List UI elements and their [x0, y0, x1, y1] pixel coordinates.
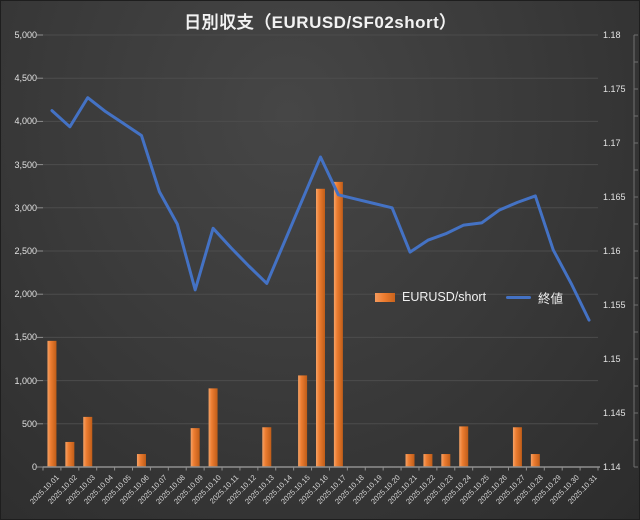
left-axis-tick-label: 5,000 [14, 30, 37, 40]
bar [333, 181, 343, 467]
legend: EURUSD/short 終値 [375, 288, 563, 306]
bar [298, 375, 308, 467]
bar [423, 454, 433, 467]
right-axis-tick-label: 1.18 [603, 30, 621, 40]
left-axis-tick-label: 4,500 [14, 73, 37, 84]
left-axis-tick-label: 4,000 [14, 116, 37, 127]
right-axis-tick-label: 1.145 [603, 408, 626, 418]
bar [65, 441, 75, 467]
bar-series [47, 181, 540, 468]
bar [459, 426, 469, 467]
left-axis-tick-label: 3,500 [14, 159, 37, 170]
bar [262, 427, 272, 467]
bar [47, 340, 57, 467]
right-axis-tick-label: 1.165 [603, 192, 626, 202]
left-axis-tick-label: 500 [21, 418, 37, 429]
price-line [50, 96, 591, 322]
bar [208, 388, 218, 467]
right-axis-tick-label: 1.17 [603, 138, 621, 148]
left-axis-tick-label: 1,500 [14, 332, 37, 343]
bar [441, 454, 451, 467]
bar [405, 454, 415, 467]
left-axis-tick-label: 2,500 [14, 246, 37, 256]
chart-title: 日別収支（EURUSD/SF02short） [184, 13, 457, 32]
bar [83, 416, 93, 467]
bar [316, 188, 325, 468]
bar [136, 454, 146, 467]
right-axis-tick-label: 1.14 [603, 462, 621, 472]
legend-label-line-series: 終値 [538, 291, 564, 306]
bar [530, 454, 540, 467]
legend-line-swatch-icon [506, 295, 532, 299]
legend-label-bar-series: EURUSD/short [402, 290, 487, 304]
bar [512, 427, 522, 467]
left-axis-tick-label: 1,000 [14, 375, 37, 386]
line-series [50, 96, 591, 322]
right-axis-tick-label: 1.16 [603, 246, 621, 256]
bar [190, 428, 200, 467]
right-axis-tick-label: 1.155 [603, 300, 626, 310]
legend-bar-swatch-icon [375, 292, 395, 302]
left-axis-tick-label: 2,000 [14, 289, 37, 300]
right-axis-tick-label: 1.15 [603, 354, 621, 364]
left-axis-tick-label: 0 [31, 462, 37, 472]
left-axis-tick-label: 3,000 [14, 202, 37, 213]
axis-lines [37, 34, 638, 471]
right-axis-tick-label: 1.175 [603, 84, 626, 94]
